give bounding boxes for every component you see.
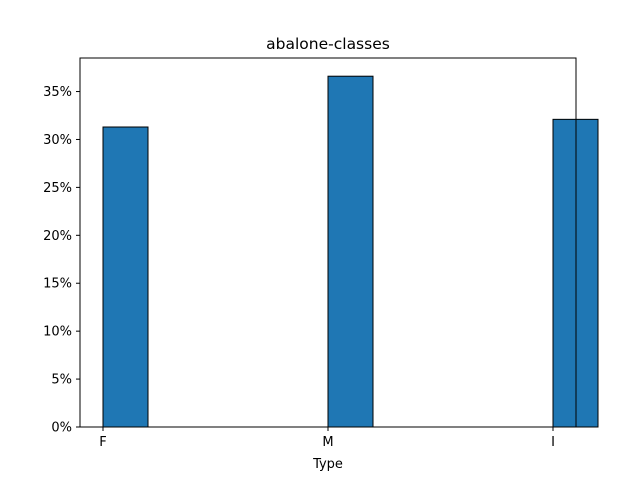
y-tick-label: 25% xyxy=(43,181,72,196)
y-tick-label: 30% xyxy=(43,133,72,148)
x-tick-label-I: I xyxy=(551,435,555,450)
bar-F xyxy=(102,126,149,428)
y-tick-label: 35% xyxy=(43,85,72,100)
plot-frame xyxy=(79,57,577,428)
y-axis-ticks: 0% 5% 10% 15% 20% 25% 30% 35% xyxy=(43,85,80,436)
y-tick-label: 0% xyxy=(51,421,72,436)
x-tick-label-M: M xyxy=(322,435,333,450)
y-tick-label: 5% xyxy=(51,373,72,388)
bar-M xyxy=(327,75,374,428)
x-axis-title: Type xyxy=(312,457,343,472)
bars xyxy=(102,75,599,428)
y-tick-label: 10% xyxy=(43,325,72,340)
y-tick-label: 20% xyxy=(43,229,72,244)
y-tick-label: 15% xyxy=(43,277,72,292)
chart-title: abalone-classes xyxy=(266,35,390,53)
x-tick-label-F: F xyxy=(99,435,106,450)
